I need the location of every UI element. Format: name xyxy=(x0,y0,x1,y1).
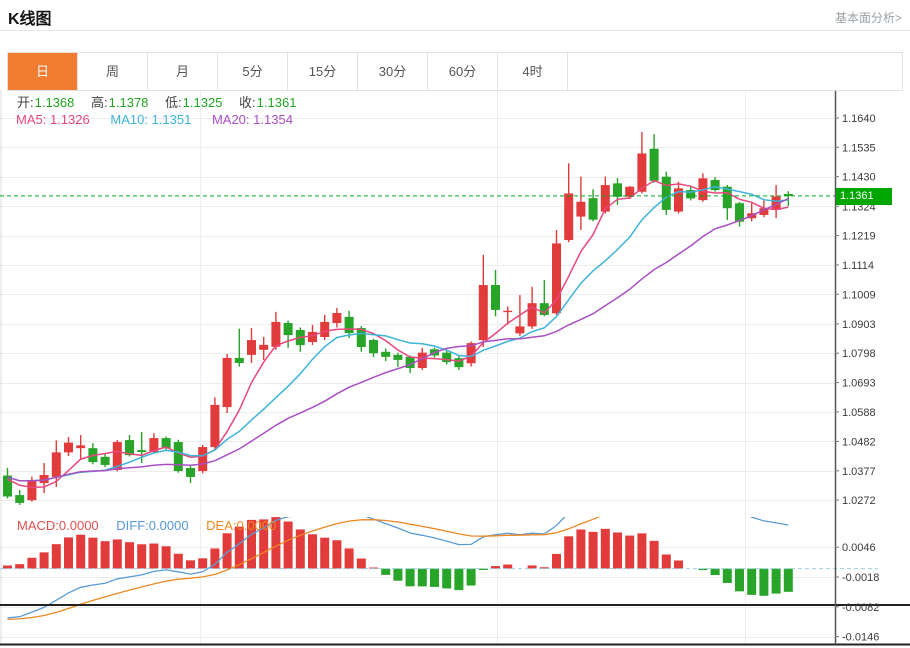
ma10-value: 1.1351 xyxy=(151,112,192,127)
macd-label: MACD: xyxy=(17,518,59,533)
svg-text:1.0482: 1.0482 xyxy=(842,436,876,448)
tab-5min[interactable]: 5分 xyxy=(218,53,288,90)
close-label: 收: xyxy=(239,95,256,110)
svg-text:-0.0146: -0.0146 xyxy=(842,632,879,644)
svg-text:1.1430: 1.1430 xyxy=(842,172,876,184)
svg-text:1.1535: 1.1535 xyxy=(842,142,876,154)
tab-week[interactable]: 周 xyxy=(78,53,148,90)
high-label: 高: xyxy=(91,95,108,110)
svg-text:1.0798: 1.0798 xyxy=(842,348,876,360)
ma5-value: 1.1326 xyxy=(49,112,90,127)
svg-text:1.0588: 1.0588 xyxy=(842,407,876,419)
svg-text:1.1640: 1.1640 xyxy=(842,113,876,125)
page-title: K线图 xyxy=(8,11,52,28)
candles-layer xyxy=(3,131,793,505)
svg-text:1.0272: 1.0272 xyxy=(842,495,876,507)
macd-histogram xyxy=(3,517,793,596)
candlestick-chart[interactable]: 1.16401.15351.14301.13241.12191.11141.10… xyxy=(0,90,910,648)
tab-60min[interactable]: 60分 xyxy=(428,53,498,90)
price-axis-labels: 1.16401.15351.14301.13241.12191.11141.10… xyxy=(835,113,876,507)
tab-day[interactable]: 日 xyxy=(8,53,78,90)
ma-legend: MA5: 1.1326 MA10: 1.1351 MA20: 1.1354 xyxy=(16,112,293,127)
diff-value: 0.0000 xyxy=(148,518,189,533)
current-price-badge: 1.1361 xyxy=(836,188,892,205)
high-value: 1.1378 xyxy=(108,95,149,110)
tab-15min[interactable]: 15分 xyxy=(288,53,358,90)
ma10-label: MA10: xyxy=(110,112,148,127)
diff-label: DIFF: xyxy=(116,518,149,533)
ma20-value: 1.1354 xyxy=(253,112,293,127)
svg-text:-0.0018: -0.0018 xyxy=(842,572,879,584)
macd-value: 0.0000 xyxy=(58,518,99,533)
ma-lines-layer xyxy=(7,179,789,489)
svg-text:1.1009: 1.1009 xyxy=(842,289,876,301)
svg-text:1.1114: 1.1114 xyxy=(842,260,874,272)
header-divider xyxy=(0,30,910,31)
interval-tab-bar: 日 周 月 5分 15分 30分 60分 4时 xyxy=(7,52,903,91)
fundamental-analysis-link[interactable]: 基本面分析> xyxy=(834,11,902,25)
svg-text:1.0903: 1.0903 xyxy=(842,319,876,331)
svg-text:1.1219: 1.1219 xyxy=(842,231,876,243)
macd-lines xyxy=(7,517,789,621)
open-value: 1.1368 xyxy=(34,95,75,110)
open-label: 开: xyxy=(17,95,34,110)
macd-legend: MACD:0.0000 DIFF:0.0000 DEA:0.0000 xyxy=(17,518,276,533)
tab-month[interactable]: 月 xyxy=(148,53,218,90)
low-label: 低: xyxy=(165,95,182,110)
svg-text:0.0046: 0.0046 xyxy=(842,542,876,554)
macd-axis-labels: 0.0046 -0.0018 -0.0082 -0.0146 xyxy=(835,542,879,644)
ohlc-legend: 开:1.1368 高:1.1378 低:1.1325 收:1.1361 xyxy=(17,92,309,111)
tab-30min[interactable]: 30分 xyxy=(358,53,428,90)
close-value: 1.1361 xyxy=(256,95,297,110)
ma20-label: MA20: xyxy=(211,112,250,127)
dea-value: 0.0000 xyxy=(236,518,277,533)
grid-lines xyxy=(0,90,835,645)
svg-text:1.0377: 1.0377 xyxy=(842,466,876,478)
tab-4hour[interactable]: 4时 xyxy=(498,53,568,90)
ma5-label: MA5: xyxy=(16,112,47,127)
low-value: 1.1325 xyxy=(182,95,223,110)
svg-text:1.0693: 1.0693 xyxy=(842,378,876,390)
tab-bar-filler xyxy=(568,53,902,90)
svg-text:-0.0082: -0.0082 xyxy=(842,602,879,614)
dea-label: DEA: xyxy=(206,518,237,533)
